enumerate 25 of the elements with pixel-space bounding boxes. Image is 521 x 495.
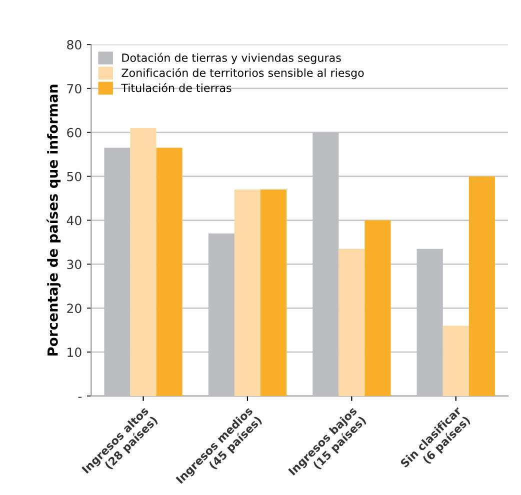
bar xyxy=(312,132,339,396)
y-tick-label: 50 xyxy=(67,172,82,182)
bar xyxy=(208,233,234,396)
y-tick-label: 60 xyxy=(67,128,82,138)
y-tick-label: 70 xyxy=(67,84,82,94)
y-tick-label: - xyxy=(78,396,82,398)
y-axis-title: Porcentaje de países que informan xyxy=(46,84,61,356)
y-tick-label: 10 xyxy=(68,348,82,357)
legend-label: Zonificación de territorios sensible al riesgo xyxy=(122,68,364,80)
y-tick-label: 40 xyxy=(66,216,82,226)
bar xyxy=(130,128,156,396)
bar xyxy=(416,248,443,396)
bar xyxy=(260,190,287,396)
bar xyxy=(468,176,495,396)
y-tick-label: 30 xyxy=(67,260,82,270)
bar xyxy=(234,190,260,396)
y-tick-label: 80 xyxy=(67,40,82,50)
legend-label: Titulación de tierras xyxy=(121,83,232,92)
legend-label: Dotación de tierras y viviendas seguras xyxy=(122,52,341,64)
bar xyxy=(104,148,130,396)
bar xyxy=(338,248,365,396)
bar xyxy=(156,148,182,396)
bar xyxy=(442,326,469,396)
y-tick-label: 20 xyxy=(67,304,82,314)
bar xyxy=(364,220,391,396)
